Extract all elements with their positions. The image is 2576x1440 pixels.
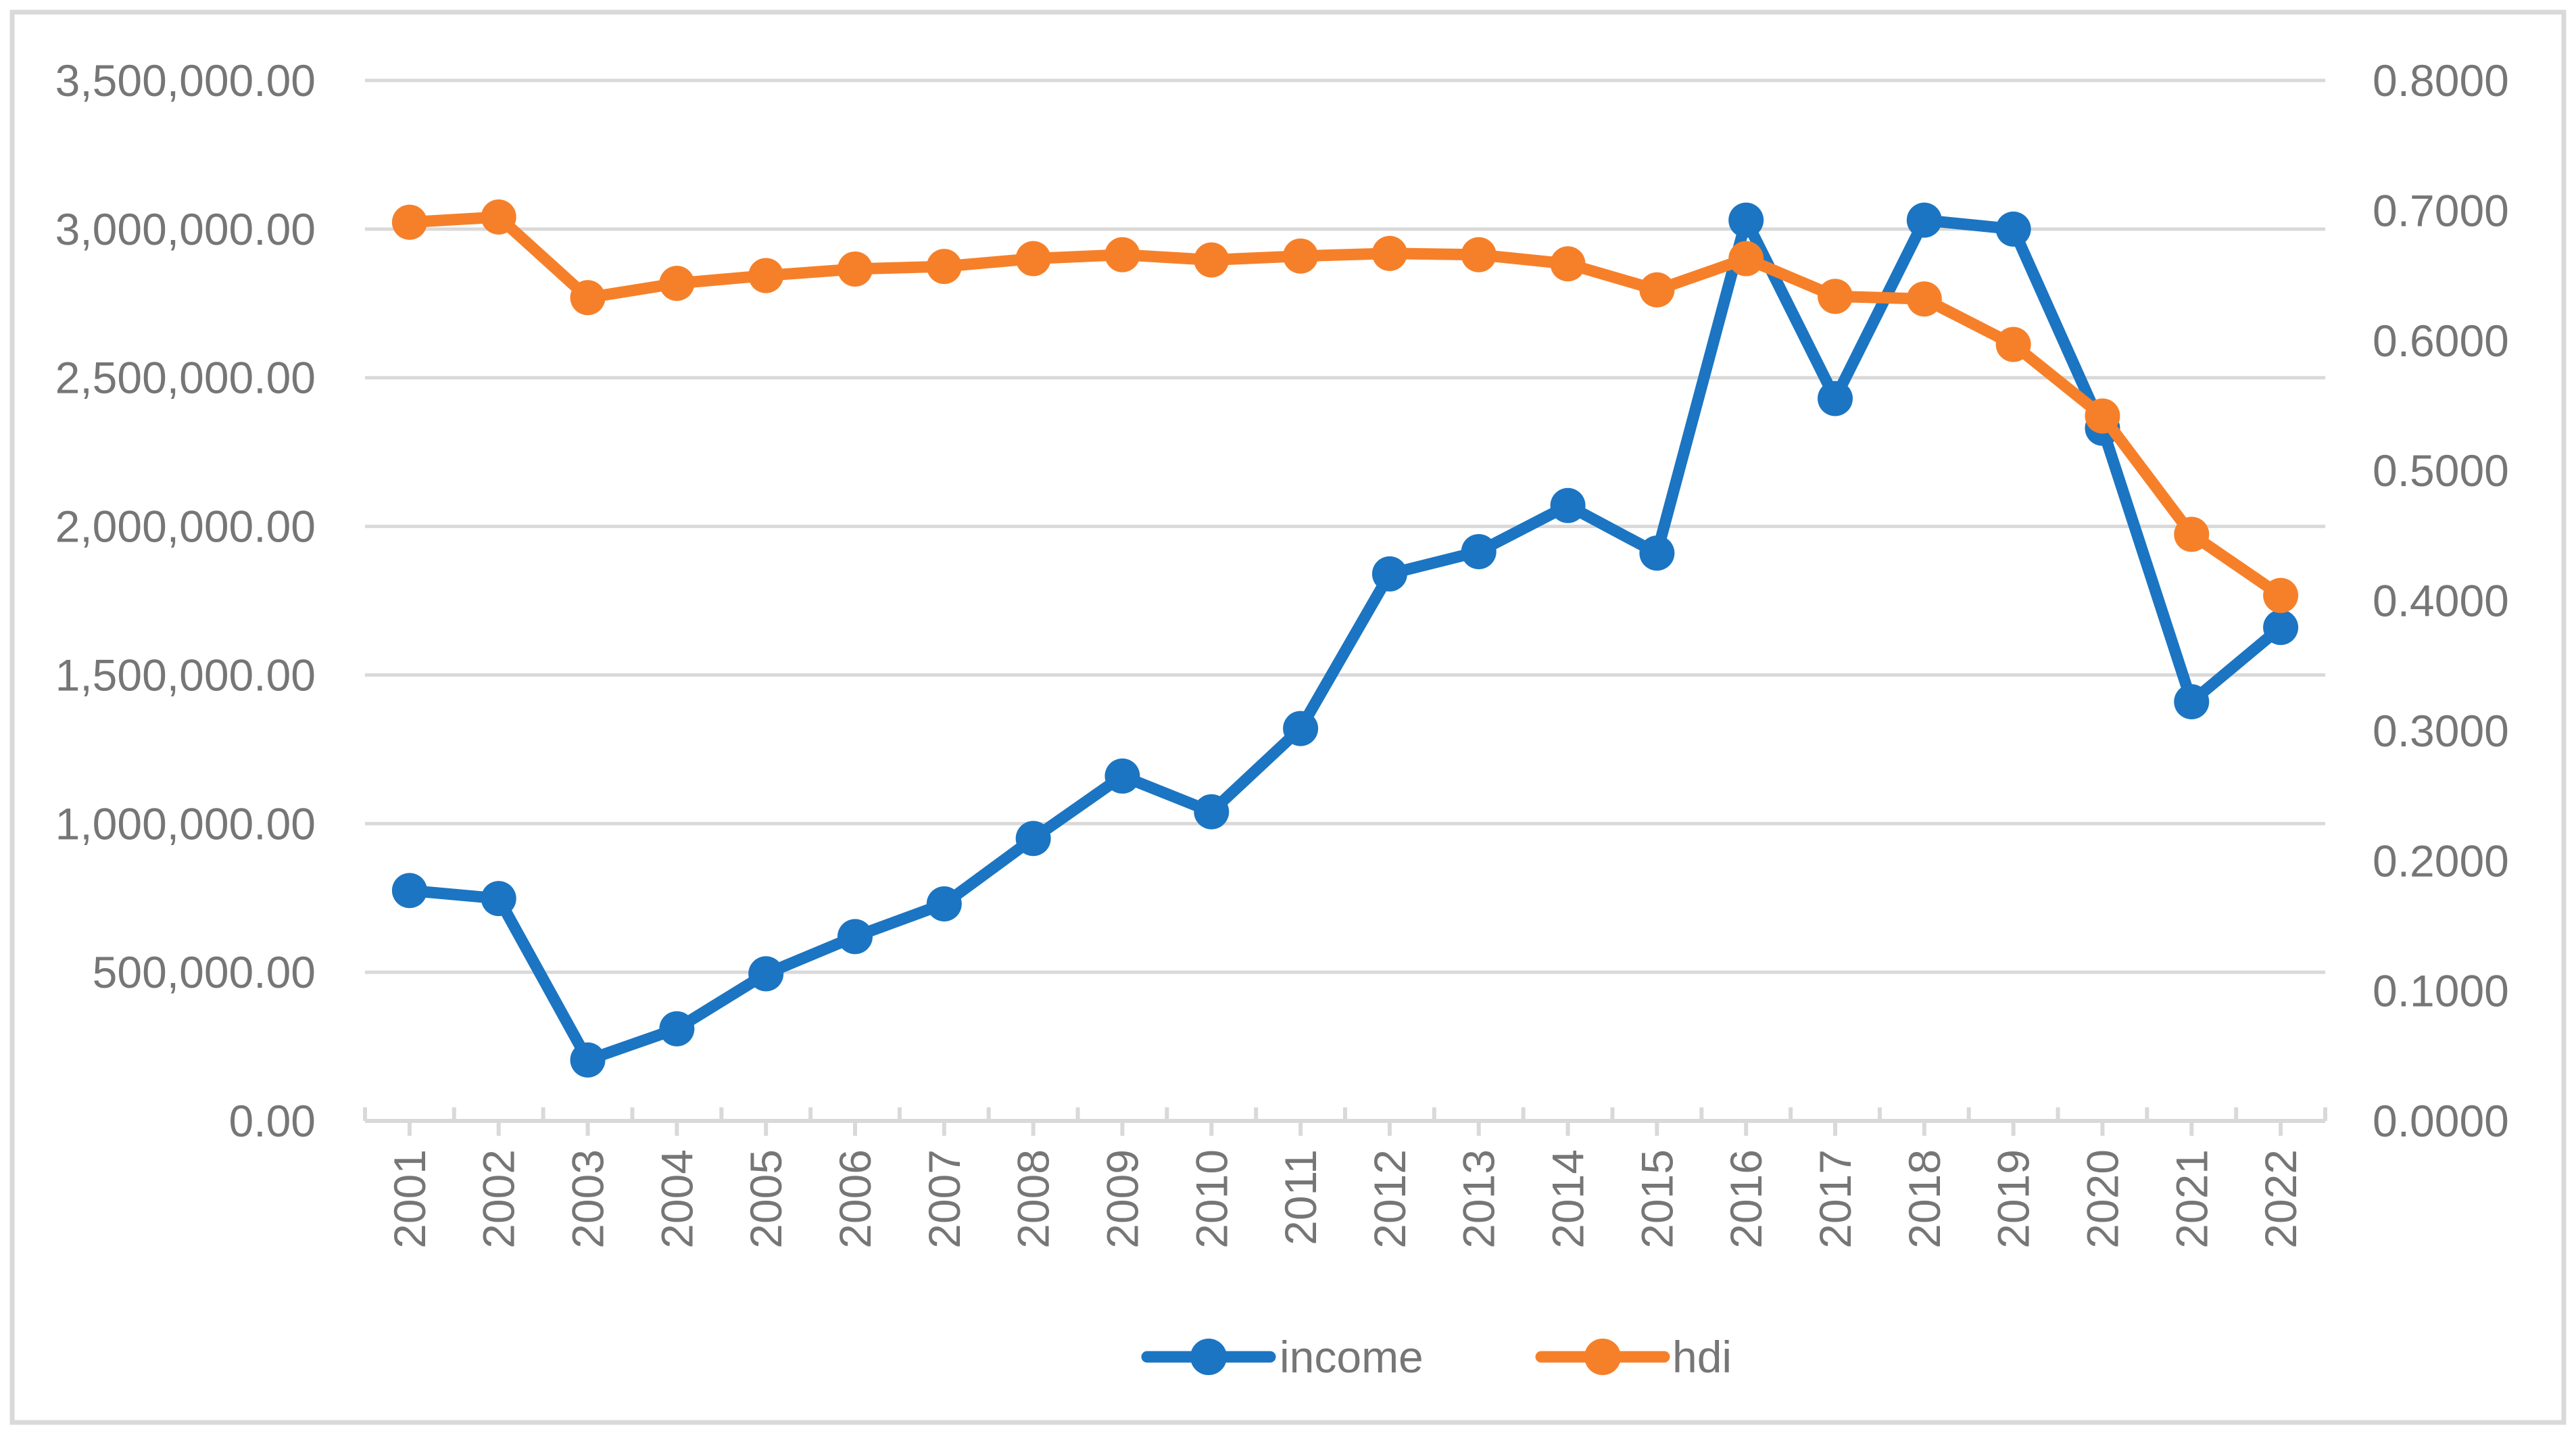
income-marker[interactable] [1818,381,1853,416]
income-marker[interactable] [1461,533,1497,569]
y-axis-left-label: 3,500,000.00 [55,55,316,105]
legend-label-hdi: hdi [1672,1332,1732,1382]
y-axis-right-label: 0.4000 [2373,576,2509,626]
y-axis-right-label: 0.7000 [2373,185,2509,235]
x-axis-year-label: 2002 [474,1149,524,1249]
y-axis-left-label: 1,500,000.00 [55,650,316,700]
income-marker[interactable] [837,919,873,955]
y-axis-left-label: 2,000,000.00 [55,502,316,552]
hdi-marker[interactable] [391,204,427,240]
y-axis-right-label: 0.5000 [2373,446,2509,496]
y-axis-right-label: 0.3000 [2373,706,2509,756]
hdi-marker[interactable] [2263,577,2299,613]
hdi-marker[interactable] [748,258,784,293]
income-marker[interactable] [2174,684,2210,720]
hdi-marker[interactable] [2085,398,2120,434]
hdi-marker[interactable] [1194,242,1230,278]
income-series[interactable] [391,202,2299,1078]
income-marker[interactable] [570,1042,606,1078]
hdi-marker[interactable] [1818,279,1853,314]
y-axis-right-label: 0.0000 [2373,1096,2509,1146]
income-marker[interactable] [2263,610,2299,646]
income-marker[interactable] [1371,556,1407,592]
y-axis-right-label: 0.8000 [2373,55,2509,105]
x-axis-year-label: 2012 [1365,1149,1415,1249]
hdi-marker[interactable] [837,251,873,287]
hdi-marker[interactable] [1995,327,2031,362]
legend-item-hdi[interactable]: hdi [1535,1332,1732,1382]
x-axis-year-label: 2007 [919,1149,969,1249]
hdi-marker[interactable] [2174,517,2210,552]
x-axis-year-label: 2005 [741,1149,791,1249]
hdi-marker[interactable] [1104,237,1140,272]
income-marker[interactable] [1015,821,1051,857]
x-axis-year-label: 2017 [1810,1149,1860,1249]
income-marker[interactable] [1906,202,1942,238]
legend-item-income[interactable]: income [1141,1332,1424,1382]
axis-labels-group: 3,500,000.00 3,000,000.00 2,500,000.00 2,00… [55,55,2509,1249]
x-axis-year-label: 2009 [1097,1149,1147,1249]
x-axis-year-label: 2021 [2166,1149,2216,1249]
income-marker[interactable] [926,886,962,922]
hdi-marker[interactable] [1550,246,1586,282]
income-marker[interactable] [1728,202,1764,238]
hdi-marker[interactable] [1461,237,1497,272]
series-group [391,199,2299,1078]
x-axis-year-label: 2014 [1543,1149,1593,1249]
y-axis-left-label: 0.00 [229,1096,316,1146]
legend-marker-income [1190,1339,1227,1375]
hdi-marker[interactable] [926,249,962,285]
hdi-marker[interactable] [570,280,606,316]
axes-group [363,1107,2327,1136]
income-line[interactable] [404,214,2287,1066]
x-axis-year-label: 2020 [2077,1149,2127,1249]
legend-marker-hdi [1584,1339,1621,1375]
hdi-line[interactable] [404,211,2287,602]
hdi-marker[interactable] [1371,235,1407,271]
hdi-marker[interactable] [1283,238,1319,274]
hdi-marker[interactable] [1015,241,1051,277]
y-axis-left-label: 2,500,000.00 [55,353,316,403]
hdi-marker[interactable] [481,199,516,235]
hdi-series[interactable] [391,199,2299,613]
x-axis-year-label: 2004 [652,1149,702,1249]
income-marker[interactable] [748,956,784,992]
y-axis-left-label: 500,000.00 [93,947,316,997]
income-marker[interactable] [1283,711,1319,746]
hdi-marker[interactable] [1639,272,1675,308]
y-axis-left-label: 1,000,000.00 [55,798,316,848]
y-axis-right-label: 0.2000 [2373,836,2509,886]
income-marker[interactable] [659,1011,695,1047]
legend-label-income: income [1280,1332,1424,1382]
income-marker[interactable] [481,881,516,917]
hdi-marker[interactable] [1906,281,1942,317]
legend: income hdi [1141,1332,1732,1382]
x-axis-year-label: 2015 [1632,1149,1682,1249]
income-marker[interactable] [1550,487,1586,523]
hdi-marker[interactable] [659,266,695,302]
x-axis-year-label: 2013 [1454,1149,1504,1249]
x-axis-year-label: 2016 [1721,1149,1771,1249]
x-axis-year-label: 2018 [1899,1149,1949,1249]
income-marker[interactable] [1194,794,1230,830]
income-marker[interactable] [1104,758,1140,794]
income-marker[interactable] [1995,211,2031,247]
x-axis-year-label: 2008 [1008,1149,1059,1249]
x-axis-year-label: 2006 [830,1149,880,1249]
y-axis-right-label: 0.1000 [2373,966,2509,1016]
x-axis-year-label: 2003 [563,1149,613,1249]
income-marker[interactable] [391,873,427,909]
x-axis-year-label: 2022 [2256,1149,2306,1249]
y-axis-right-label: 0.6000 [2373,316,2509,366]
x-axis-year-label: 2011 [1275,1149,1326,1245]
income-marker[interactable] [1639,535,1675,571]
x-axis-year-label: 2001 [385,1149,435,1249]
y-axis-left-label: 3,000,000.00 [55,204,316,254]
x-axis-year-label: 2010 [1186,1149,1236,1249]
hdi-marker[interactable] [1728,241,1764,277]
x-axis-year-label: 2019 [1989,1149,2039,1249]
